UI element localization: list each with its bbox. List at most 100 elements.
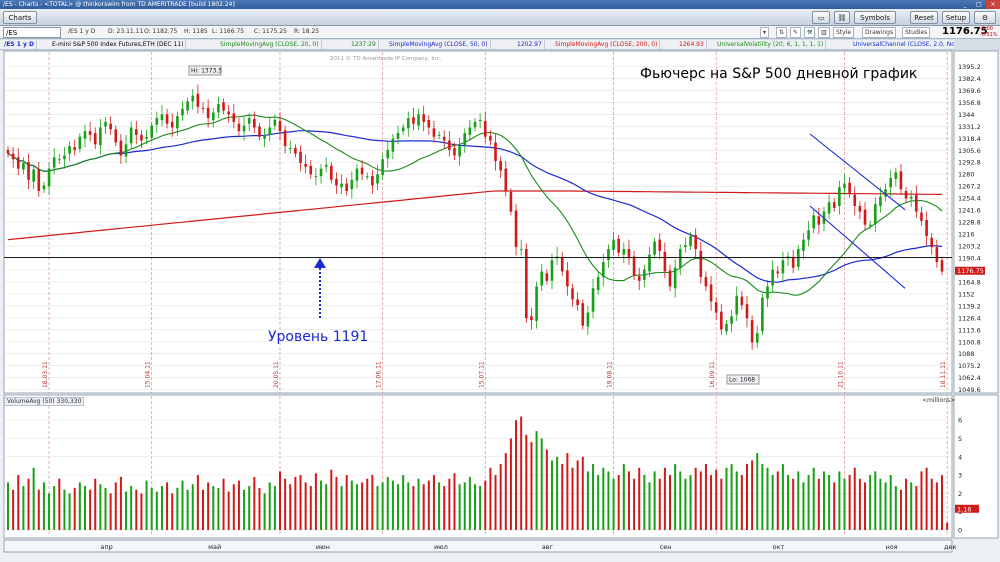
volume-bar xyxy=(853,467,856,530)
setup-button[interactable]: Setup xyxy=(942,11,970,24)
volume-bar xyxy=(874,471,877,530)
link-icon[interactable]: ⛓ xyxy=(834,11,850,24)
drawing-icon[interactable]: ✎ xyxy=(790,27,802,38)
y-tick-label: 1382.4 xyxy=(958,75,981,83)
study-label[interactable]: 1202.97 xyxy=(515,40,545,49)
candle-body xyxy=(745,304,749,319)
volume-bar xyxy=(905,478,908,530)
study-label[interactable]: E-mini S&P 500 Index Futures,ETH (DEC 11… xyxy=(50,40,187,49)
study-label[interactable]: 1237.29 xyxy=(349,40,379,49)
style-button[interactable]: Style xyxy=(833,27,855,38)
candle-body xyxy=(863,209,867,225)
tools-icon[interactable]: ⚒ xyxy=(804,27,816,38)
range-value: R: 18.25 xyxy=(294,28,320,35)
settings-icon[interactable]: ⚙ xyxy=(974,11,996,24)
window-icon[interactable]: ▭ xyxy=(812,11,830,24)
trade-icon[interactable]: ⇅ xyxy=(776,27,788,38)
candle-body xyxy=(11,153,15,160)
volume-bar xyxy=(694,467,697,530)
volume-bar xyxy=(196,475,199,530)
drawings-button[interactable]: Drawings xyxy=(862,27,897,38)
candle-body xyxy=(771,269,774,286)
study-bar: /ES 1 y D E-mini S&P 500 Index Futures,ET… xyxy=(0,40,954,50)
volume-bar xyxy=(181,480,184,530)
symbols-button[interactable]: Symbols xyxy=(854,11,896,24)
y-tick-label: 1126.4 xyxy=(958,314,981,322)
candle-body xyxy=(319,168,323,177)
volume-bar xyxy=(710,475,713,530)
candle-body xyxy=(330,165,333,180)
volume-bar xyxy=(361,482,364,530)
y-tick-label: 1049.6 xyxy=(958,386,981,394)
study-label[interactable]: UniversalVolatility (20, 6, 1, 1, 1, 1) xyxy=(715,40,827,49)
candle-body xyxy=(838,187,841,206)
date-value: D: 23.11.11 xyxy=(108,28,144,35)
candle-body xyxy=(278,120,282,132)
symbol-input[interactable]: /ES xyxy=(3,27,61,38)
period-label[interactable]: /ES 1 y D xyxy=(2,40,37,49)
chart-icon[interactable]: ▥ xyxy=(818,27,830,38)
study-label[interactable]: UniversalChannel (CLOSE, 2.0, No, 20) xyxy=(851,40,954,49)
candle-body xyxy=(848,182,851,193)
volume-bar xyxy=(812,467,815,530)
volume-tick-label: 2 xyxy=(958,490,962,498)
volume-bar xyxy=(381,482,384,530)
candle-body xyxy=(802,239,805,251)
current-price-tag xyxy=(955,266,985,275)
volume-bar xyxy=(345,475,348,530)
charts-tab[interactable]: Charts xyxy=(3,11,37,24)
y-tick-label: 1241.6 xyxy=(958,207,981,215)
candle-body xyxy=(150,125,153,138)
candle-body xyxy=(586,312,590,327)
x-month-label: июл xyxy=(434,543,448,551)
candle-body xyxy=(776,271,780,274)
volume-bar xyxy=(771,475,774,530)
volume-bar xyxy=(689,475,692,530)
candle-body xyxy=(468,127,472,135)
candle-body xyxy=(309,165,313,175)
date-marker-label: 21.10.11 xyxy=(837,361,844,388)
close-button[interactable]: × xyxy=(986,0,1000,9)
candle-body xyxy=(509,191,513,212)
study-label[interactable]: SimpleMovingAvg (CLOSE, 50, 0) xyxy=(387,40,491,49)
volume-bar xyxy=(171,493,174,530)
study-label[interactable]: 1264.93 xyxy=(677,40,707,49)
candle-body xyxy=(427,119,431,128)
level-label: Уровень 1191 xyxy=(268,329,368,345)
candle-body xyxy=(699,250,703,278)
dropdown-icon[interactable]: ▾ xyxy=(760,27,770,38)
last-price: 1176.75 xyxy=(942,26,988,37)
x-month-label: ноя xyxy=(886,543,898,551)
minimize-button[interactable]: _ xyxy=(963,1,967,8)
candle-body xyxy=(519,249,523,251)
y-tick-label: 1395.2 xyxy=(958,63,981,71)
y-tick-label: 1088 xyxy=(958,350,975,358)
candle-body xyxy=(58,159,61,161)
volume-bar xyxy=(335,476,338,530)
volume-bar xyxy=(468,476,471,530)
candle-body xyxy=(571,288,574,300)
candle-body xyxy=(817,216,821,225)
study-label[interactable]: SimpleMovingAvg (CLOSE, 200, 0) xyxy=(553,40,661,49)
candle-body xyxy=(925,220,928,236)
volume-bar xyxy=(479,486,482,530)
volume-bar xyxy=(648,482,651,530)
candle-body xyxy=(853,194,857,206)
studies-button[interactable]: Studies xyxy=(902,27,931,38)
candle-body xyxy=(406,118,410,129)
candle-body xyxy=(247,118,251,124)
volume-bar xyxy=(202,489,205,530)
volume-bar xyxy=(822,471,825,530)
candle-body xyxy=(730,316,733,324)
lo-label: Lo: 1068 xyxy=(729,377,755,384)
candle-body xyxy=(186,101,189,111)
candle-body xyxy=(658,239,662,251)
y-tick-label: 1190.4 xyxy=(958,254,981,262)
volume-bar xyxy=(304,482,307,530)
study-label[interactable]: SimpleMovingAvg (CLOSE, 20, 0) xyxy=(218,40,322,49)
maximize-button[interactable]: □ xyxy=(976,1,982,8)
reset-button[interactable]: Reset xyxy=(910,11,938,24)
volume-bar xyxy=(720,478,723,530)
candle-body xyxy=(843,183,846,189)
